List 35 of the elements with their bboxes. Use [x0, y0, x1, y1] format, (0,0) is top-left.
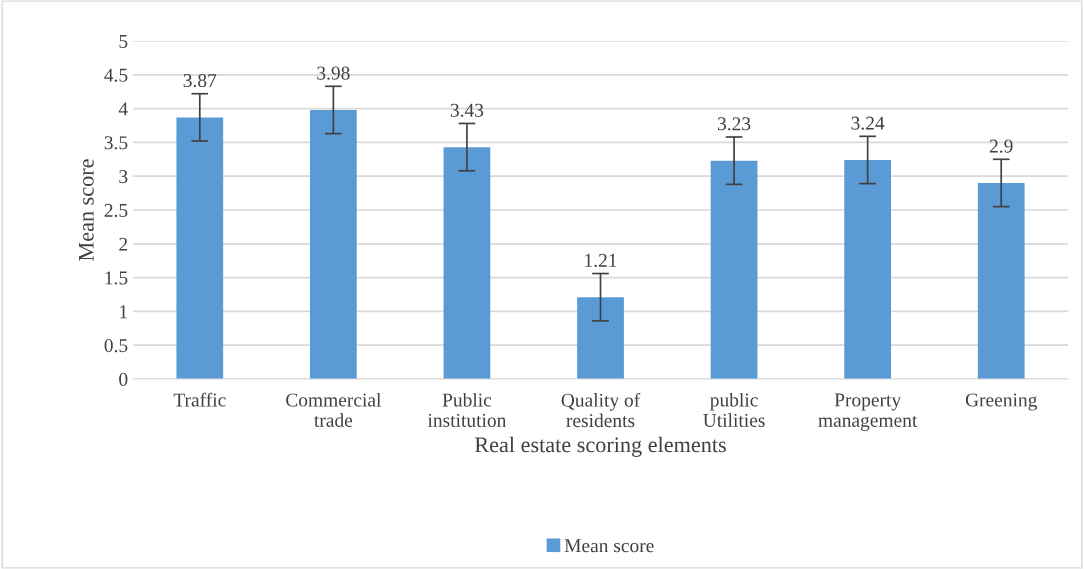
data-label: 3.87	[183, 73, 217, 88]
data-label: 3.98	[317, 66, 350, 80]
y-tick-label: 2	[119, 237, 128, 251]
data-label: 3.23	[717, 117, 751, 131]
y-tick-label: 1	[120, 305, 127, 319]
x-tick-label: Property management	[818, 393, 918, 431]
y-tick-label: 0.5	[104, 339, 128, 353]
bar	[710, 160, 758, 379]
data-label: 3.43	[450, 103, 484, 117]
bar	[443, 147, 491, 379]
x-tick-label: Greening	[965, 393, 1038, 411]
bar	[844, 159, 892, 379]
bar	[977, 182, 1025, 379]
x-tick-label: Public institution	[427, 392, 507, 427]
y-axis-title: Mean score	[78, 159, 94, 261]
data-label: 1.21	[585, 253, 617, 267]
x-axis-title: Real estate scoring elements	[474, 436, 726, 457]
y-tick-label: 1.5	[105, 271, 128, 285]
data-label: 2.9	[989, 139, 1013, 153]
x-tick-label: Traffic	[173, 392, 226, 407]
bar	[577, 297, 624, 379]
data-label: 3.24	[851, 116, 885, 130]
y-tick-label: 0	[119, 372, 128, 386]
bar	[176, 117, 224, 379]
y-tick-label: 5	[119, 35, 128, 48]
bar	[309, 109, 357, 379]
y-tick-label: 3.5	[104, 136, 128, 150]
y-tick-label: 3	[119, 170, 128, 184]
y-tick-label: 4	[118, 102, 128, 116]
y-tick-label: 2.5	[104, 203, 128, 218]
legend-label: Mean score	[564, 539, 654, 553]
x-tick-label: Quality of residents	[561, 392, 641, 428]
y-tick-label: 4.5	[104, 68, 128, 82]
x-tick-label: Commercial trade	[286, 392, 382, 427]
x-tick-label: public Utilities	[703, 392, 765, 427]
